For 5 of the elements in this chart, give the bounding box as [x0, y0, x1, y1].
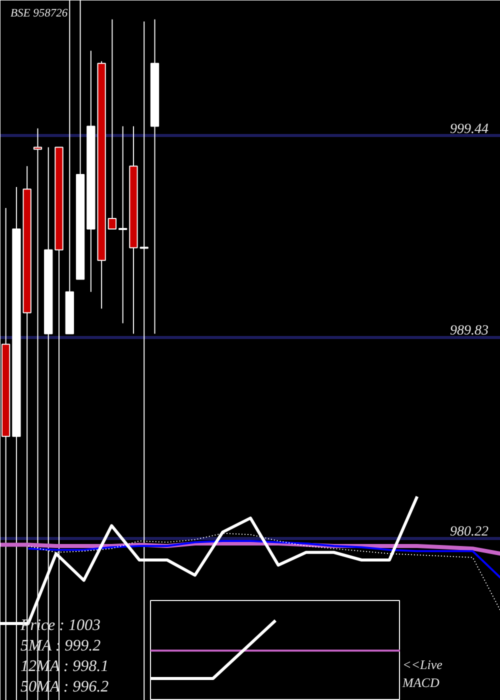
y-tick-label: 989.83	[450, 323, 488, 338]
text: BSE 958726	[10, 8, 68, 20]
y-tick-label: 999.44	[450, 122, 488, 137]
annotation: <<Live MACD	[402, 657, 443, 690]
y-tick-label: 980.22	[450, 524, 488, 540]
